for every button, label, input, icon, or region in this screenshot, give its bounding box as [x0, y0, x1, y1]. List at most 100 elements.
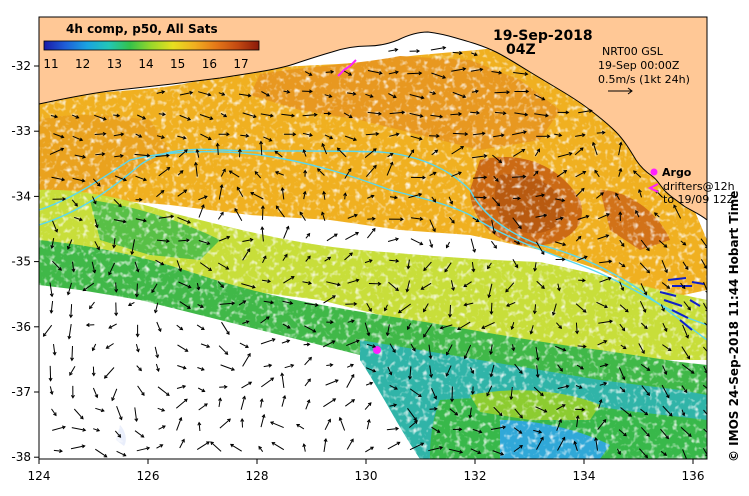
current-vector	[365, 446, 375, 453]
current-vector	[113, 199, 122, 208]
current-vector	[640, 363, 651, 371]
current-vector	[619, 386, 626, 393]
current-vector	[534, 148, 540, 157]
current-vector	[136, 365, 142, 372]
colorbar-tick-label: 11	[43, 57, 58, 71]
current-vector	[250, 192, 264, 200]
y-tick-label: -34	[11, 189, 31, 203]
current-vector	[429, 91, 437, 95]
current-vector	[493, 133, 505, 138]
current-vector	[52, 197, 67, 202]
current-vector	[472, 428, 483, 434]
current-vector	[471, 52, 478, 57]
current-vector	[471, 154, 488, 159]
current-vector	[114, 153, 124, 158]
current-vector	[683, 301, 691, 311]
current-vector	[220, 168, 226, 177]
current-vector	[492, 450, 505, 456]
drifter-legend-icon	[647, 183, 659, 193]
current-vector	[302, 89, 313, 94]
current-vector	[283, 132, 297, 137]
current-vector	[157, 386, 170, 397]
current-vector	[536, 134, 551, 139]
current-vector	[618, 429, 627, 437]
current-vector	[91, 343, 97, 352]
current-vector	[324, 418, 331, 431]
current-vector	[431, 72, 447, 79]
current-vector	[200, 343, 211, 348]
current-vector	[514, 363, 523, 375]
current-vector	[431, 426, 441, 433]
current-vector	[304, 378, 311, 387]
current-vector	[261, 377, 275, 388]
current-vector	[49, 147, 65, 155]
current-vector	[112, 238, 117, 249]
current-vector	[555, 345, 567, 352]
current-vector	[175, 398, 188, 409]
current-vector	[156, 321, 162, 333]
current-vector	[491, 425, 507, 430]
current-vector	[220, 364, 236, 371]
current-vector	[304, 325, 317, 333]
current-vector	[365, 93, 374, 98]
current-vector	[386, 161, 394, 176]
current-vector	[364, 322, 371, 337]
current-vector	[578, 108, 593, 114]
current-vector	[575, 303, 587, 313]
current-vector	[472, 175, 488, 180]
current-vector	[481, 321, 495, 329]
current-vector	[703, 409, 707, 416]
current-vector	[409, 94, 425, 100]
current-vector	[463, 281, 472, 288]
current-vector	[259, 398, 264, 408]
current-vector	[323, 398, 337, 408]
current-vector	[430, 46, 447, 51]
current-vector	[336, 147, 347, 158]
y-axis: -32 -33 -34 -35 -36 -37 -38	[11, 59, 39, 464]
current-vector	[280, 372, 285, 388]
current-vector	[179, 438, 185, 449]
current-vector	[283, 276, 295, 284]
current-vector	[260, 113, 274, 118]
current-vector	[240, 133, 250, 138]
current-vector	[389, 110, 406, 115]
current-vector	[219, 301, 236, 306]
current-vector	[325, 69, 335, 74]
current-vector	[387, 237, 400, 242]
current-vector	[486, 385, 493, 397]
current-vector	[176, 384, 187, 389]
current-vector	[574, 147, 584, 156]
current-vector	[680, 240, 687, 246]
current-vector	[242, 112, 257, 119]
current-vector	[599, 363, 609, 368]
current-vector	[596, 130, 606, 135]
current-vector	[510, 321, 515, 330]
current-vector	[388, 217, 404, 222]
current-vector	[658, 240, 668, 248]
current-vector	[487, 262, 492, 270]
current-vector	[554, 133, 563, 137]
current-vector	[196, 282, 201, 291]
current-vector	[388, 281, 399, 292]
current-vector	[615, 192, 620, 200]
current-vector	[74, 216, 83, 222]
current-vector	[94, 241, 100, 251]
current-vector	[575, 187, 585, 197]
current-vector	[158, 425, 166, 430]
current-vector	[556, 404, 566, 411]
current-vector	[431, 149, 439, 156]
current-vector	[365, 164, 377, 178]
current-vector	[512, 259, 519, 269]
current-vector	[234, 207, 243, 222]
current-vectors	[42, 46, 707, 459]
current-vector	[218, 132, 230, 137]
current-vector	[345, 399, 356, 407]
current-vector	[673, 204, 682, 219]
current-vector	[48, 365, 53, 382]
current-vector	[103, 367, 115, 379]
current-vector	[134, 283, 139, 298]
current-vector	[535, 213, 548, 218]
current-vector	[193, 161, 198, 177]
current-vector	[599, 381, 608, 386]
current-vector	[512, 196, 521, 201]
